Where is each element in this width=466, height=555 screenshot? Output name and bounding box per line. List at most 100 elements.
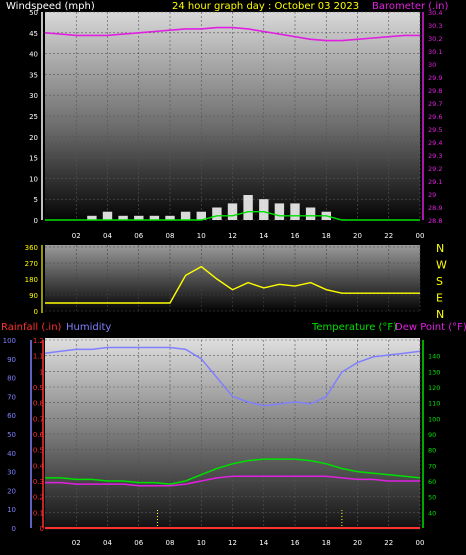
temperature-tick-label: 100	[428, 415, 440, 423]
x-tick-label: 00	[416, 232, 425, 240]
humidity-tick-label: 40	[7, 450, 16, 458]
rainfall-axis-label: Rainfall (.in)	[1, 322, 62, 333]
humidity-tick-label: 20	[7, 487, 16, 495]
wind-gust-bar	[118, 215, 128, 220]
rainfall-tick-label: 0.8	[33, 400, 44, 408]
humidity-tick-label: 60	[7, 412, 16, 420]
x-tick-label: 20	[353, 232, 362, 240]
x-tick-label: 20	[353, 539, 362, 547]
panel1-series	[44, 26, 420, 221]
windspeed-tick-label: 45	[29, 30, 38, 38]
temperature-tick-label: 50	[428, 494, 436, 502]
compass-label: N	[436, 308, 444, 321]
x-tick-label: 22	[384, 232, 393, 240]
wind-gust-bar	[274, 203, 285, 220]
panel3-axes: 010203040506070809010000.10.20.30.40.50.…	[3, 337, 441, 547]
wind-gust-bar	[243, 195, 253, 220]
compass-label: W	[436, 259, 447, 272]
x-tick-label: 16	[291, 232, 300, 240]
temperature-axis-label: Temperature (°F)	[311, 322, 397, 333]
humidity-tick-label: 30	[7, 469, 16, 477]
direction-tick-label: 270	[25, 260, 38, 268]
humidity-tick-label: 70	[7, 393, 16, 401]
temperature-tick-label: 70	[428, 462, 436, 470]
temperature-tick-label: 110	[428, 400, 440, 408]
windspeed-tick-label: 35	[29, 71, 38, 79]
rainfall-tick-label: 0.9	[33, 384, 44, 392]
rainfall-tick-label: 0.4	[33, 462, 45, 470]
x-tick-label: 10	[197, 232, 206, 240]
barometer-tick-label: 29.6	[428, 113, 442, 121]
barometer-axis-label: Barometer (.in)	[372, 1, 448, 12]
wind-gust-bar	[134, 215, 144, 220]
x-tick-label: 08	[166, 539, 175, 547]
wind-gust-bar	[149, 215, 160, 220]
direction-tick-label: 180	[25, 276, 38, 284]
windspeed-tick-label: 0	[34, 217, 38, 225]
wind-gust-bar	[290, 203, 300, 220]
x-tick-label: 10	[197, 539, 206, 547]
barometer-tick-label: 28.8	[428, 217, 442, 225]
temperature-tick-label: 40	[428, 509, 436, 517]
direction-tick-label: 90	[29, 292, 38, 300]
windspeed-tick-label: 40	[29, 51, 38, 59]
windspeed-tick-label: 30	[29, 92, 38, 100]
wind-gust-bar	[305, 207, 316, 220]
rainfall-tick-label: 0	[40, 525, 44, 533]
wind-gust-bar	[165, 215, 175, 220]
barometer-tick-label: 30.3	[428, 22, 442, 30]
windspeed-tick-label: 20	[29, 134, 38, 142]
x-tick-label: 04	[103, 232, 112, 240]
panel1-grid	[45, 11, 421, 221]
temperature-tick-label: 130	[428, 368, 440, 376]
direction-tick-label: 0	[34, 308, 38, 316]
temperature-tick-label: 90	[428, 431, 436, 439]
temperature-line	[45, 458, 421, 485]
wind-direction-line	[45, 265, 420, 304]
rainfall-tick-label: 0.7	[33, 415, 44, 423]
barometer-tick-label: 29.7	[428, 100, 442, 108]
barometer-tick-label: 29.8	[428, 87, 442, 95]
compass-label: N	[436, 242, 444, 255]
x-tick-label: 14	[259, 539, 268, 547]
barometer-tick-label: 30.4	[428, 9, 442, 17]
x-tick-label: 18	[322, 539, 331, 547]
panel1-axes: 0 5 10 15 20 25 30 35 40 45 50 28.8 28.9 29 29.1 29.2 29…	[29, 9, 442, 240]
rainfall-tick-label: 1.1	[33, 353, 44, 361]
x-tick-label: 02	[72, 539, 81, 547]
barometer-tick-label: 29	[428, 191, 436, 199]
humidity-tick-label: 10	[7, 506, 16, 514]
temperature-tick-label: 120	[428, 384, 440, 392]
humidity-line	[44, 346, 421, 407]
windspeed-tick-label: 5	[34, 196, 38, 204]
x-tick-label: 06	[134, 539, 143, 547]
compass-label: S	[436, 275, 443, 288]
humidity-tick-label: 100	[3, 337, 16, 345]
windspeed-tick-label: 25	[29, 113, 38, 121]
barometer-tick-label: 29.5	[428, 126, 442, 134]
compass-label: E	[436, 292, 443, 305]
barometer-tick-label: 29.2	[428, 165, 442, 173]
wind-gust-bar	[212, 207, 222, 220]
dew-point-line	[45, 475, 420, 487]
wind-gust-bar	[227, 203, 238, 220]
temperature-tick-label: 140	[428, 353, 440, 361]
direction-tick-label: 360	[25, 244, 38, 252]
rainfall-tick-label: 0.6	[33, 431, 45, 439]
windspeed-tick-label: 50	[29, 9, 38, 17]
panel3-series	[44, 346, 421, 529]
barometer-line	[44, 26, 420, 42]
wind-gust-bar	[102, 211, 113, 220]
x-tick-label: 06	[134, 232, 143, 240]
humidity-tick-label: 90	[7, 356, 16, 364]
barometer-tick-label: 29.3	[428, 152, 442, 160]
chart-title: 24 hour graph day : October 03 2023	[172, 1, 359, 12]
humidity-tick-label: 80	[7, 375, 16, 383]
barometer-tick-label: 29.1	[428, 178, 442, 186]
wind-gust-bar	[196, 211, 206, 220]
humidity-axis-label: Humidity	[66, 322, 111, 333]
rainfall-tick-label: 1	[40, 368, 44, 376]
humidity-tick-label: 0	[12, 525, 16, 533]
x-tick-label: 18	[322, 232, 331, 240]
wind-gust-bar	[259, 199, 269, 220]
